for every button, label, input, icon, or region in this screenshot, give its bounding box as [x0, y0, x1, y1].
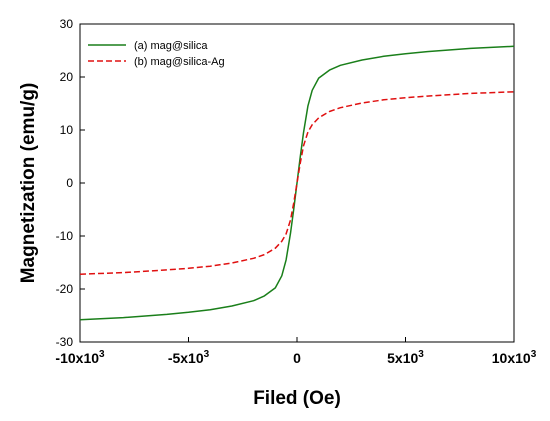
- x-tick-exponent: 3: [204, 349, 210, 360]
- x-tick-mantissa: 10x10: [492, 350, 531, 366]
- x-tick-exponent: 3: [418, 349, 424, 360]
- y-tick-label: -20: [56, 282, 74, 296]
- y-axis-title: Magnetization (emu/g): [18, 83, 39, 284]
- x-axis-title: Filed (Oe): [253, 388, 341, 409]
- series-line-mag-silica-ag: [79, 91, 515, 275]
- x-tick-label: 10x103: [492, 349, 537, 366]
- series-line-mag-silica: [79, 45, 515, 321]
- y-tick-label: 10: [60, 123, 74, 137]
- legend: (a) mag@silica (b) mag@silica-Ag: [88, 40, 225, 68]
- x-tick-mantissa: 5x10: [387, 350, 418, 366]
- x-tick-exponent: 3: [531, 349, 537, 360]
- x-axis-ticks: -10x103 -5x103 0 5x103 10x103: [55, 337, 537, 366]
- x-tick-mantissa: -5x10: [168, 350, 204, 366]
- y-axis-ticks: -30 -20 -10 0 10 20 30: [56, 17, 85, 349]
- x-tick-mantissa: -10x10: [55, 350, 99, 366]
- x-tick-label: -5x103: [168, 349, 210, 366]
- y-tick-label: 0: [66, 176, 73, 190]
- x-tick-label: 5x103: [387, 349, 424, 366]
- y-tick-label: 20: [60, 70, 74, 84]
- legend-label-b: (b) mag@silica-Ag: [134, 56, 225, 68]
- x-tick-label: -10x103: [55, 349, 105, 366]
- x-tick-label: 0: [293, 350, 301, 366]
- y-tick-label: -10: [56, 229, 74, 243]
- y-tick-label: -30: [56, 335, 74, 349]
- y-tick-label: 30: [60, 17, 74, 31]
- legend-label-a: (a) mag@silica: [134, 40, 208, 52]
- x-tick-exponent: 3: [99, 349, 105, 360]
- series-layer: [79, 45, 515, 321]
- x-tick-mantissa: 0: [293, 350, 301, 366]
